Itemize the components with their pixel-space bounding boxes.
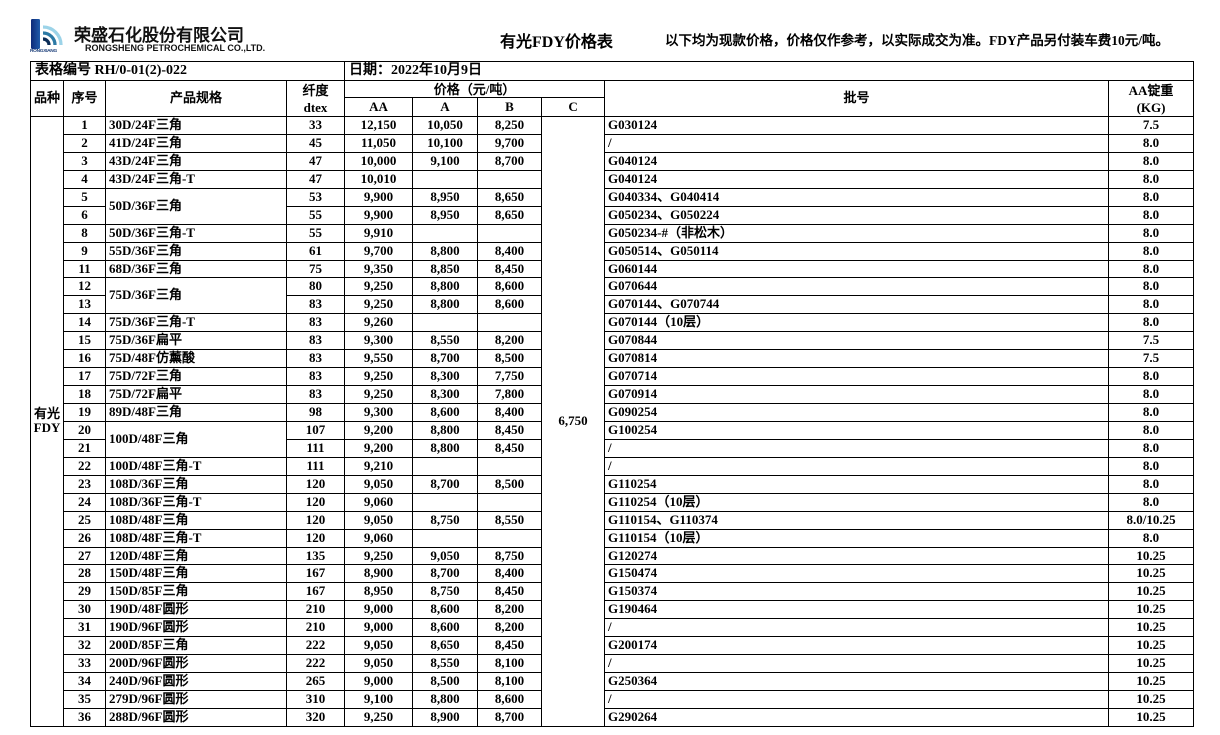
svg-text:RONGXIANG: RONGXIANG [30, 48, 57, 53]
